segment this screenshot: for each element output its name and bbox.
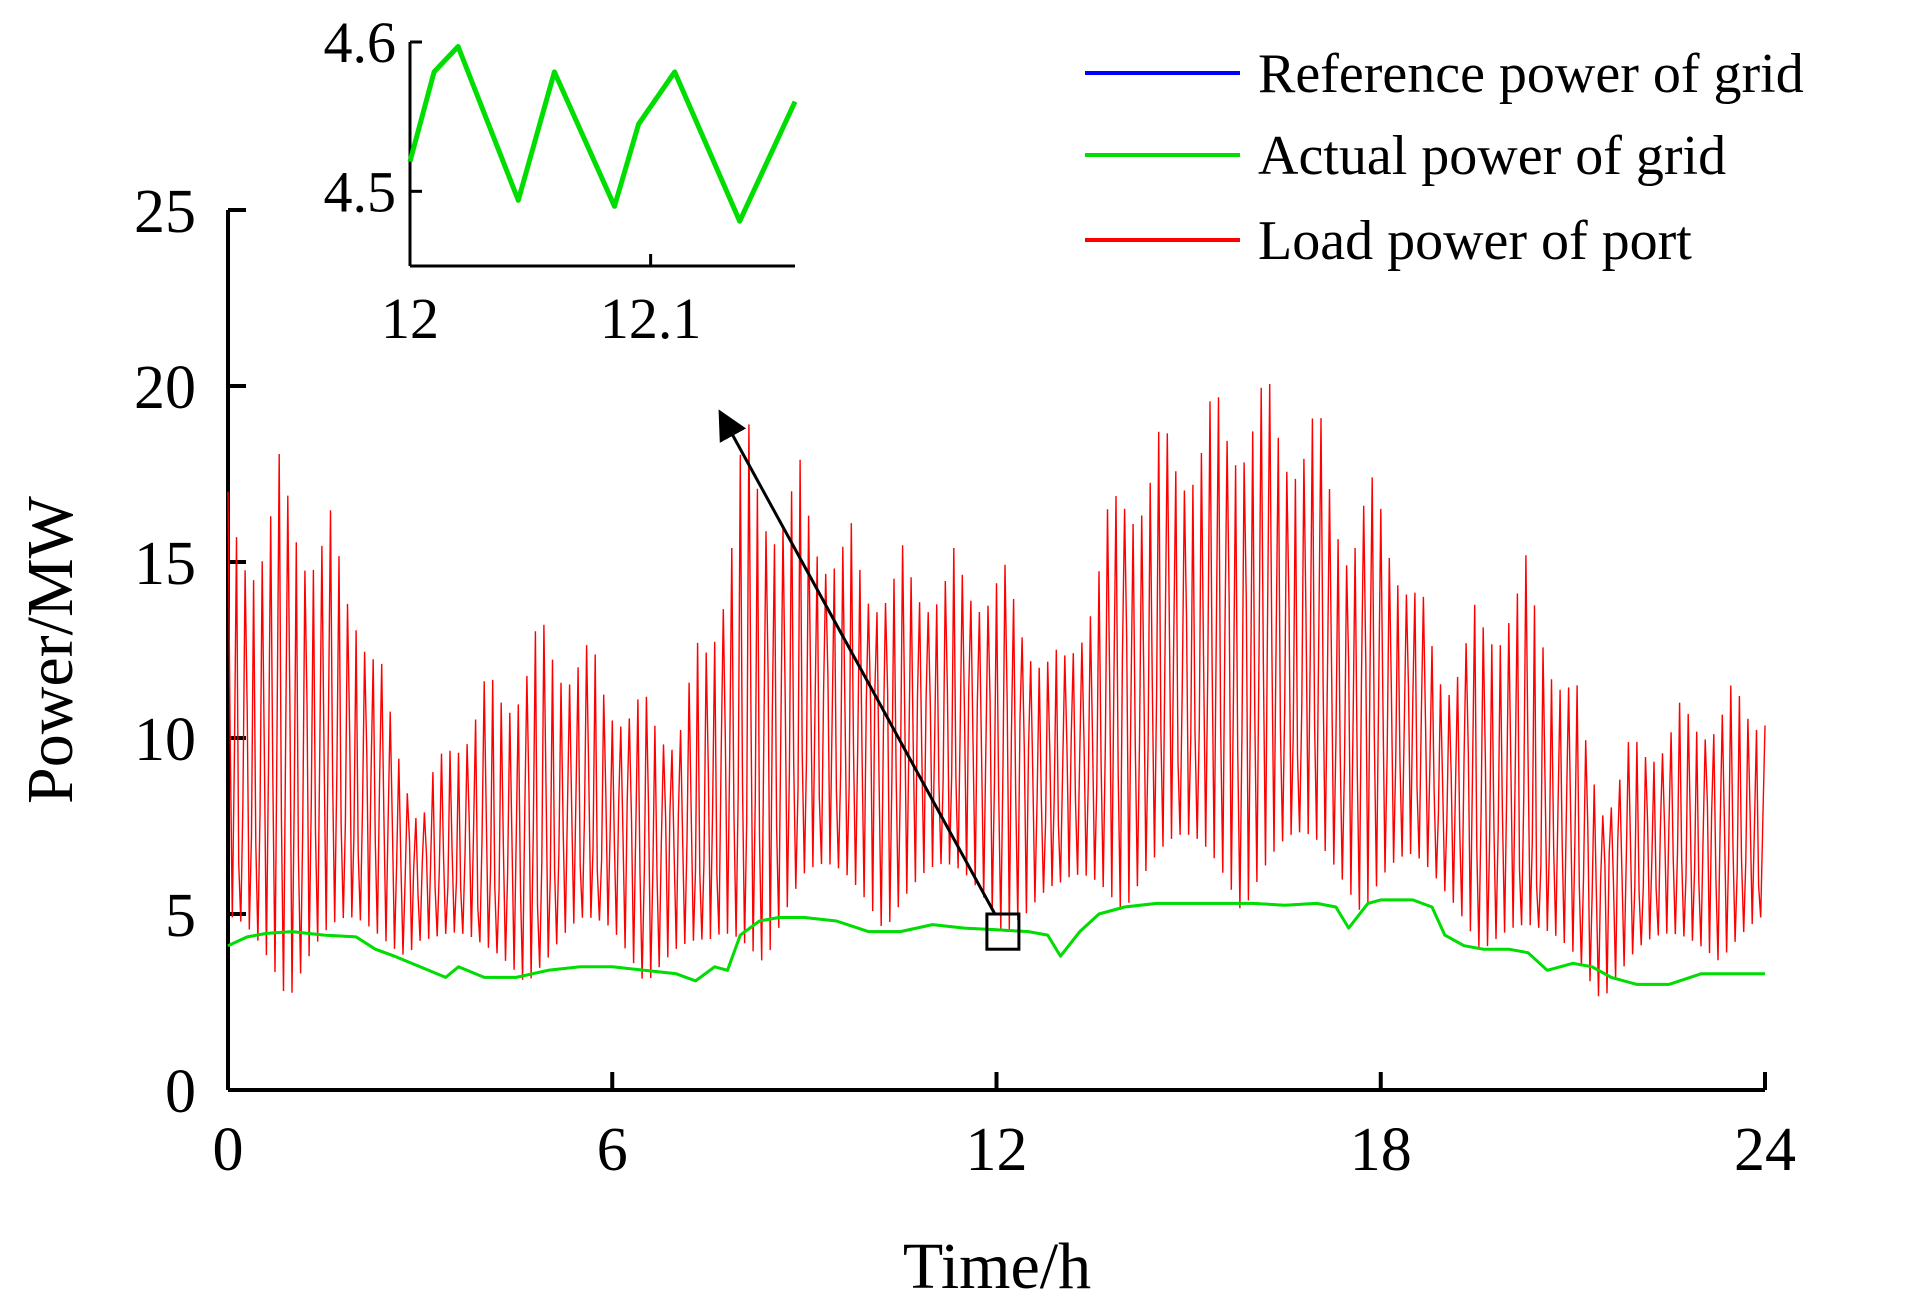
x-tick-label: 6 <box>597 1116 628 1184</box>
inset-x-tick-label: 12.1 <box>600 286 702 351</box>
y-tick-label: 20 <box>134 354 196 422</box>
zoom-box <box>985 912 1021 951</box>
main-axes: 0 6 12 18 24 0 5 10 15 20 25 <box>134 178 1796 1184</box>
legend-label: Reference power of grid <box>1258 43 1804 105</box>
grid-power-series <box>227 898 1765 986</box>
inset-chart: 12 12.1 4.5 4.6 <box>324 10 798 351</box>
zoom-indicator <box>718 409 1021 951</box>
y-tick-label: 0 <box>165 1058 196 1126</box>
x-axis-title: Time/h <box>903 1230 1091 1303</box>
inset-actual-line <box>407 44 798 224</box>
inset-y-tick-label: 4.5 <box>324 159 397 224</box>
x-tick-label: 18 <box>1350 1116 1412 1184</box>
y-tick-label: 10 <box>134 706 196 774</box>
load-power-series <box>227 383 1766 997</box>
inset-y-tick-label: 4.6 <box>324 10 397 75</box>
inset-x-tick-label: 12 <box>381 286 439 351</box>
x-tick-label: 0 <box>213 1116 244 1184</box>
y-axis-title: Power/MW <box>14 495 87 804</box>
y-tick-label: 15 <box>134 530 196 598</box>
legend-label: Actual power of grid <box>1258 125 1726 187</box>
y-tick-label: 5 <box>165 882 196 950</box>
x-tick-label: 12 <box>966 1116 1028 1184</box>
load-power-line <box>227 383 1766 997</box>
actual-grid-power-line <box>227 898 1765 986</box>
zoom-arrow <box>718 409 997 915</box>
legend: Reference power of grid Actual power of g… <box>1085 43 1804 272</box>
legend-label: Load power of port <box>1258 210 1692 272</box>
x-tick-label: 24 <box>1734 1116 1796 1184</box>
y-tick-label: 25 <box>134 178 196 246</box>
